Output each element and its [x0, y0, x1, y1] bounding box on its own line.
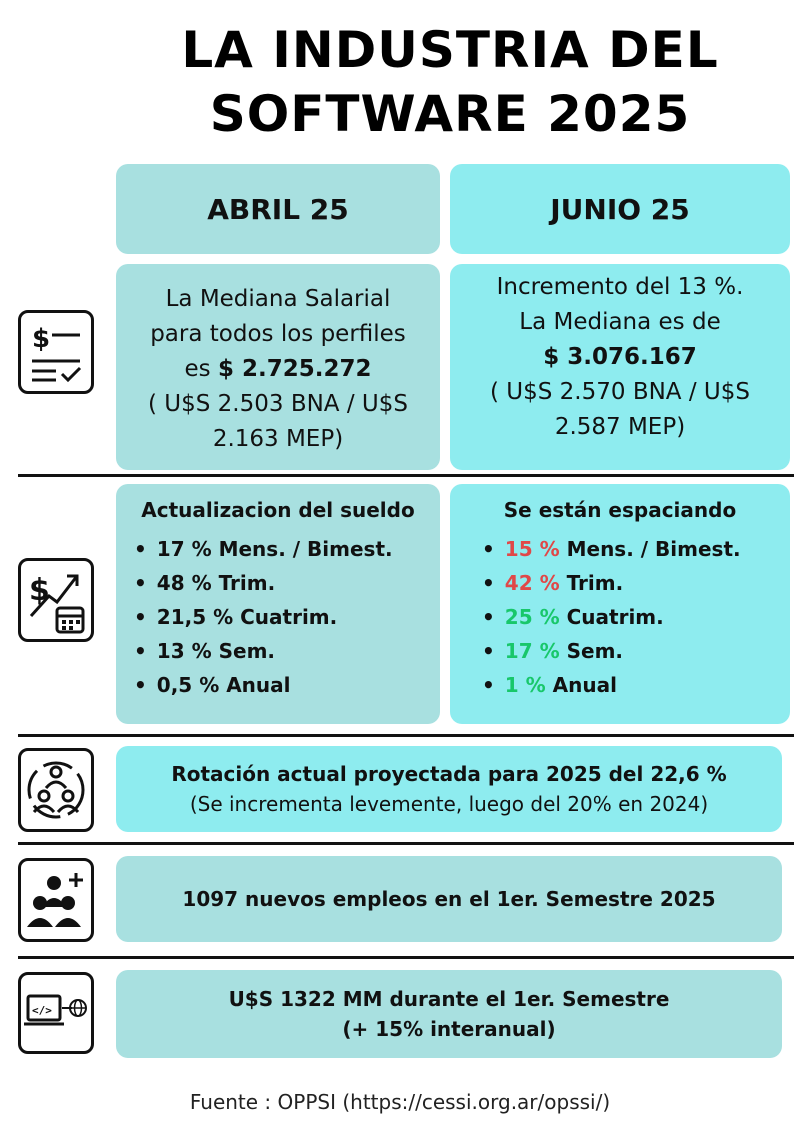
item-label: Cuatrim.: [559, 605, 664, 629]
list-item: 15 % Mens. / Bimest.: [482, 532, 790, 566]
svg-text:$: $: [29, 573, 50, 608]
rotation-line-2: (Se incrementa levemente, luego del 20% …: [189, 792, 709, 816]
divider: [18, 474, 794, 477]
divider: [18, 734, 794, 737]
update-abril-title: Actualizacion del sueldo: [141, 498, 415, 522]
add-people-icon: [18, 858, 94, 942]
pct-red: 42 %: [504, 571, 560, 595]
title-line-2: SOFTWARE 2025: [209, 85, 691, 143]
pct-green: 25 %: [504, 605, 560, 629]
rotation-line-1: Rotación actual proyectada para 2025 del…: [171, 762, 727, 786]
salary-abril-value: $ 2.725.272: [217, 356, 372, 382]
list-item: 0,5 % Anual: [134, 668, 440, 702]
pct-green: 17 %: [504, 639, 560, 663]
salary-abril-line-2: para todos los perfiles: [150, 321, 406, 347]
item-label: Sem.: [559, 639, 624, 663]
salary-junio-line-4: ( U$S 2.570 BNA / U$S: [490, 379, 750, 405]
salary-abril: La Mediana Salarial para todos los perfi…: [116, 264, 440, 470]
svg-text:$: $: [32, 324, 50, 354]
source-note: Fuente : OPPSI (https://cessi.org.ar/ops…: [189, 1090, 611, 1114]
rotation-people-icon: [18, 748, 94, 832]
page-title: LA INDUSTRIA DEL SOFTWARE 2025: [100, 18, 800, 146]
list-item: 17 % Sem.: [482, 634, 790, 668]
salary-abril-line-5: 2.163 MEP): [212, 426, 344, 452]
item-label: Mens. / Bimest.: [559, 537, 741, 561]
salary-abril-line-1: La Mediana Salarial: [165, 286, 391, 312]
item-label: Trim.: [559, 571, 624, 595]
salary-abril-prefix: es: [184, 356, 218, 382]
list-item: 13 % Sem.: [134, 634, 440, 668]
header-abril: ABRIL 25: [116, 164, 440, 254]
growth-calendar-icon: $: [18, 558, 94, 642]
update-abril: Actualizacion del sueldo 17 % Mens. / Bi…: [116, 484, 440, 724]
jobs-box: 1097 nuevos empleos en el 1er. Semestre …: [116, 856, 782, 942]
list-item: 42 % Trim.: [482, 566, 790, 600]
salary-junio-line-2: La Mediana es de: [519, 309, 721, 335]
salary-junio-value: $ 3.076.167: [543, 344, 697, 370]
update-abril-list: 17 % Mens. / Bimest. 48 % Trim. 21,5 % C…: [116, 532, 440, 702]
item-label: Anual: [545, 673, 617, 697]
salary-junio-line-5: 2.587 MEP): [554, 414, 686, 440]
salary-junio-line-1: Incremento del 13 %.: [496, 274, 744, 300]
update-junio-title: Se están espaciando: [503, 498, 737, 522]
jobs-line-1: 1097 nuevos empleos en el 1er. Semestre …: [182, 887, 716, 911]
salary-junio: Incremento del 13 %. La Mediana es de $ …: [450, 264, 790, 470]
update-junio-list: 15 % Mens. / Bimest. 42 % Trim. 25 % Cua…: [450, 532, 790, 702]
list-item: 21,5 % Cuatrim.: [134, 600, 440, 634]
exports-line-1: U$S 1322 MM durante el 1er. Semestre: [228, 987, 670, 1011]
salary-junio-line-3: $ 3.076.167: [450, 340, 790, 375]
list-item: 25 % Cuatrim.: [482, 600, 790, 634]
list-item: 1 % Anual: [482, 668, 790, 702]
list-item: 17 % Mens. / Bimest.: [134, 532, 440, 566]
code-globe-icon: </>: [18, 972, 94, 1054]
rotation-box: Rotación actual proyectada para 2025 del…: [116, 746, 782, 832]
title-line-1: LA INDUSTRIA DEL: [181, 21, 719, 79]
exports-box: U$S 1322 MM durante el 1er. Semestre (+ …: [116, 970, 782, 1058]
divider: [18, 956, 794, 959]
divider: [18, 842, 794, 845]
svg-text:</>: </>: [32, 1004, 52, 1017]
update-junio: Se están espaciando 15 % Mens. / Bimest.…: [450, 484, 790, 724]
pct-green: 1 %: [504, 673, 546, 697]
salary-abril-line-4: ( U$S 2.503 BNA / U$S: [148, 391, 408, 417]
salary-abril-line-3: es $ 2.725.272: [116, 352, 440, 387]
pct-red: 15 %: [504, 537, 560, 561]
exports-line-2: (+ 15% interanual): [342, 1017, 556, 1041]
document-dollar-icon: $: [18, 310, 94, 394]
list-item: 48 % Trim.: [134, 566, 440, 600]
header-junio: JUNIO 25: [450, 164, 790, 254]
